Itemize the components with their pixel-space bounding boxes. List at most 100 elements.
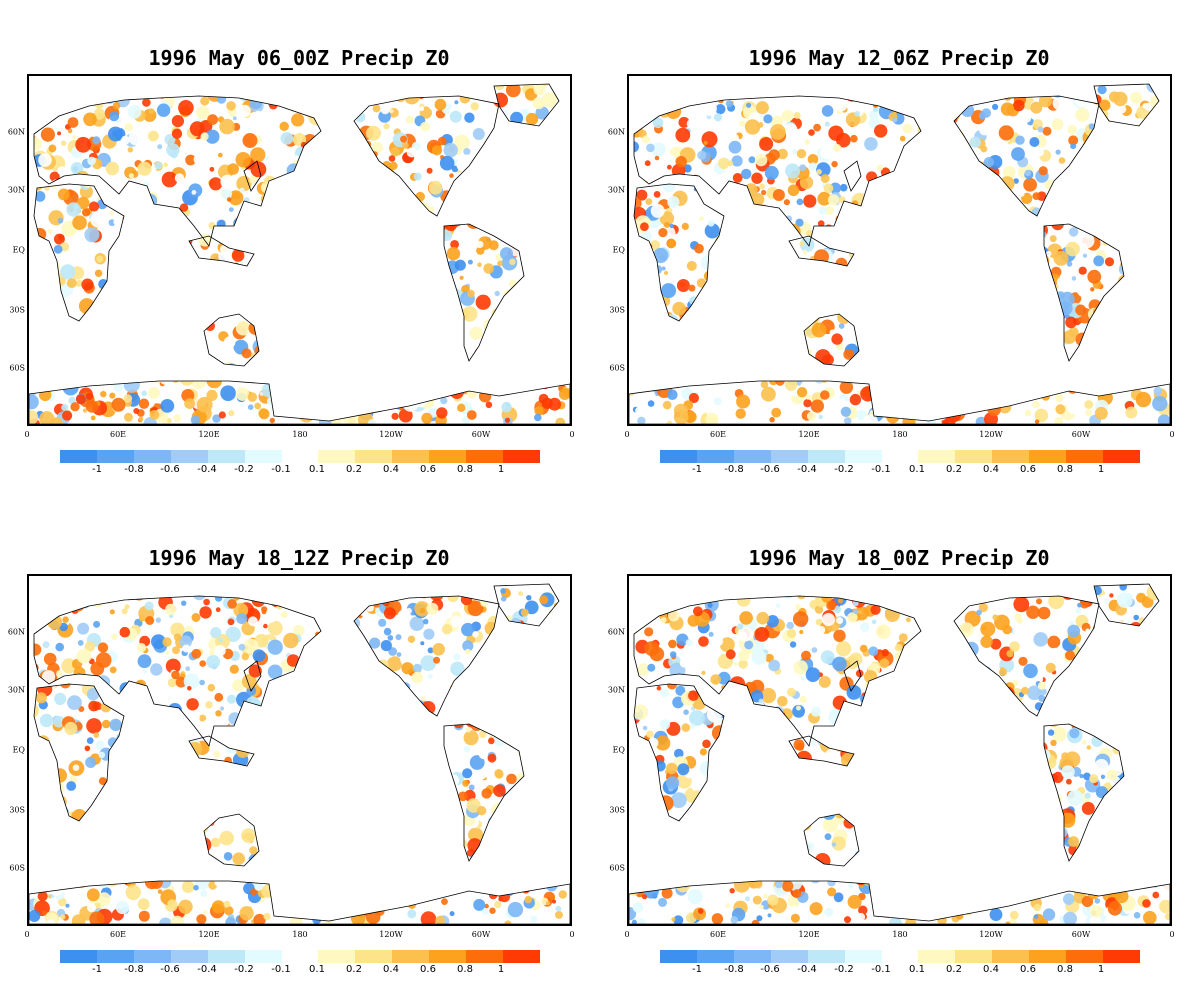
lon-tick-label: 120E <box>798 930 820 939</box>
coastline <box>443 723 525 862</box>
precip-map <box>629 583 1170 924</box>
colorbar-tick-label: -0.8 <box>124 964 144 975</box>
colorbar-tick-label: 0.1 <box>309 464 325 475</box>
colorbar-tick-label: -1 <box>692 964 702 975</box>
colorbar-tick-label: -0.1 <box>271 464 291 475</box>
colorbar-tick-label: 0.8 <box>1057 464 1073 475</box>
colorbar-swatch-negative <box>845 950 882 963</box>
colorbar-swatch-negative <box>734 950 771 963</box>
colorbar-tick-label: -1 <box>92 964 102 975</box>
coastline <box>629 880 1170 924</box>
lon-tick-label: 120W <box>379 430 403 439</box>
lat-tick-label: 30N <box>607 185 625 195</box>
colorbar-tick-label: -0.8 <box>124 464 144 475</box>
lat-tick-label: 30N <box>7 185 25 195</box>
coastline <box>843 160 862 192</box>
coastline <box>33 95 322 247</box>
lon-tick-label: 60E <box>709 930 727 939</box>
colorbar-swatch-positive <box>918 450 955 463</box>
colorbar-swatch-negative <box>97 950 134 963</box>
lat-tick-label: 60N <box>607 627 625 637</box>
coastline <box>633 683 725 822</box>
lat-tick-label: EQ <box>612 745 625 755</box>
precip-map <box>29 83 570 424</box>
coastline <box>203 313 260 367</box>
colorbar-tick-label: -0.6 <box>760 464 780 475</box>
map-panel-3: 1996 May 18_12Z Precip Z0 60N 30N EQ 30S 60S 0… <box>0 500 600 1000</box>
lon-tick-label: 0 <box>569 930 575 939</box>
colorbar-swatch-negative <box>134 950 171 963</box>
colorbar-swatch-positive <box>392 450 429 463</box>
precip-field <box>29 584 570 924</box>
colorbar-tick-label: 1 <box>1097 964 1105 975</box>
colorbar-swatch-positive <box>918 950 955 963</box>
lat-tick-label: 30S <box>609 305 625 315</box>
colorbar-tick-label: 1 <box>1097 464 1105 475</box>
coastline <box>188 235 255 267</box>
map-panel-1: 1996 May 06_00Z Precip Z0 60N 30N EQ 30S 60S 0… <box>0 0 600 500</box>
lat-tick-label: 30S <box>609 805 625 815</box>
lat-tick-label: 60S <box>609 863 625 873</box>
coastline <box>629 380 1170 424</box>
panel-title: 1996 May 12_06Z Precip Z0 <box>748 46 1050 70</box>
lat-tick-label: 60N <box>7 127 25 137</box>
lon-tick-label: 180 <box>892 930 908 939</box>
coastline <box>33 595 322 747</box>
colorbar-swatch-negative <box>808 950 845 963</box>
colorbar-swatch-negative <box>845 450 882 463</box>
colorbar-tick-label: 0.1 <box>909 464 925 475</box>
colorbar-tick-label: -0.6 <box>160 964 180 975</box>
colorbar-tick-label: -0.2 <box>234 464 254 475</box>
colorbar-tick-label: -0.2 <box>234 964 254 975</box>
colorbar-swatch-positive <box>392 950 429 963</box>
colorbar-swatch-positive <box>503 450 540 463</box>
colorbar-tick-label: 0.4 <box>983 464 999 475</box>
colorbar-tick-label: -0.6 <box>760 964 780 975</box>
colorbar-tick-label: -0.2 <box>834 964 854 975</box>
colorbar-tick-label: -0.4 <box>197 464 217 475</box>
colorbar-swatch-negative <box>660 450 697 463</box>
colorbar-swatch-positive <box>1103 950 1140 963</box>
colorbar-swatch-negative <box>171 450 208 463</box>
lon-tick-label: 60W <box>1071 930 1091 939</box>
lat-tick-label: 60N <box>7 627 25 637</box>
map-panel-2: 1996 May 12_06Z Precip Z0 60N 30N EQ 30S 60S 0… <box>600 0 1200 500</box>
lon-tick-label: 180 <box>292 930 308 939</box>
colorbar-swatch-negative <box>60 950 97 963</box>
coastline <box>29 880 570 924</box>
coastline <box>1093 83 1160 127</box>
precip-field <box>629 84 1170 424</box>
lon-tick-label: 180 <box>892 430 908 439</box>
colorbar-tick-label: -1 <box>692 464 702 475</box>
colorbar-swatch-positive <box>955 450 992 463</box>
colorbar-tick-label: 0.4 <box>383 464 399 475</box>
colorbar-swatch-positive <box>355 450 392 463</box>
colorbar-tick-label: 0.8 <box>457 464 473 475</box>
lat-tick-label: 30S <box>9 305 25 315</box>
colorbar-swatch-positive <box>1029 450 1066 463</box>
lon-tick-label: 0 <box>1169 430 1175 439</box>
lon-tick-label: 0 <box>569 430 575 439</box>
lon-tick-label: 0 <box>24 930 30 939</box>
colorbar-tick-label: 0.1 <box>909 964 925 975</box>
colorbar-tick-label: -1 <box>92 464 102 475</box>
colorbar-tick-label: 0.2 <box>346 464 362 475</box>
coastline <box>33 683 125 822</box>
colorbar-swatch-positive <box>1103 450 1140 463</box>
colorbar-tick-label: 0.6 <box>1020 964 1036 975</box>
colorbar-swatch-negative <box>697 950 734 963</box>
coastline <box>243 160 262 192</box>
colorbar-tick-label: 0.4 <box>383 964 399 975</box>
lon-tick-label: 0 <box>624 930 630 939</box>
precip-field <box>29 84 570 424</box>
colorbar-swatch-negative <box>60 450 97 463</box>
colorbar-swatch-positive <box>318 450 355 463</box>
coastline <box>443 223 525 362</box>
coastline <box>1043 223 1125 362</box>
panel-title: 1996 May 18_00Z Precip Z0 <box>748 546 1050 570</box>
coastline <box>493 83 560 127</box>
colorbar-tick-label: 0.1 <box>309 964 325 975</box>
colorbar-swatch-positive <box>503 950 540 963</box>
coastline <box>843 660 862 692</box>
coastline <box>203 813 260 867</box>
